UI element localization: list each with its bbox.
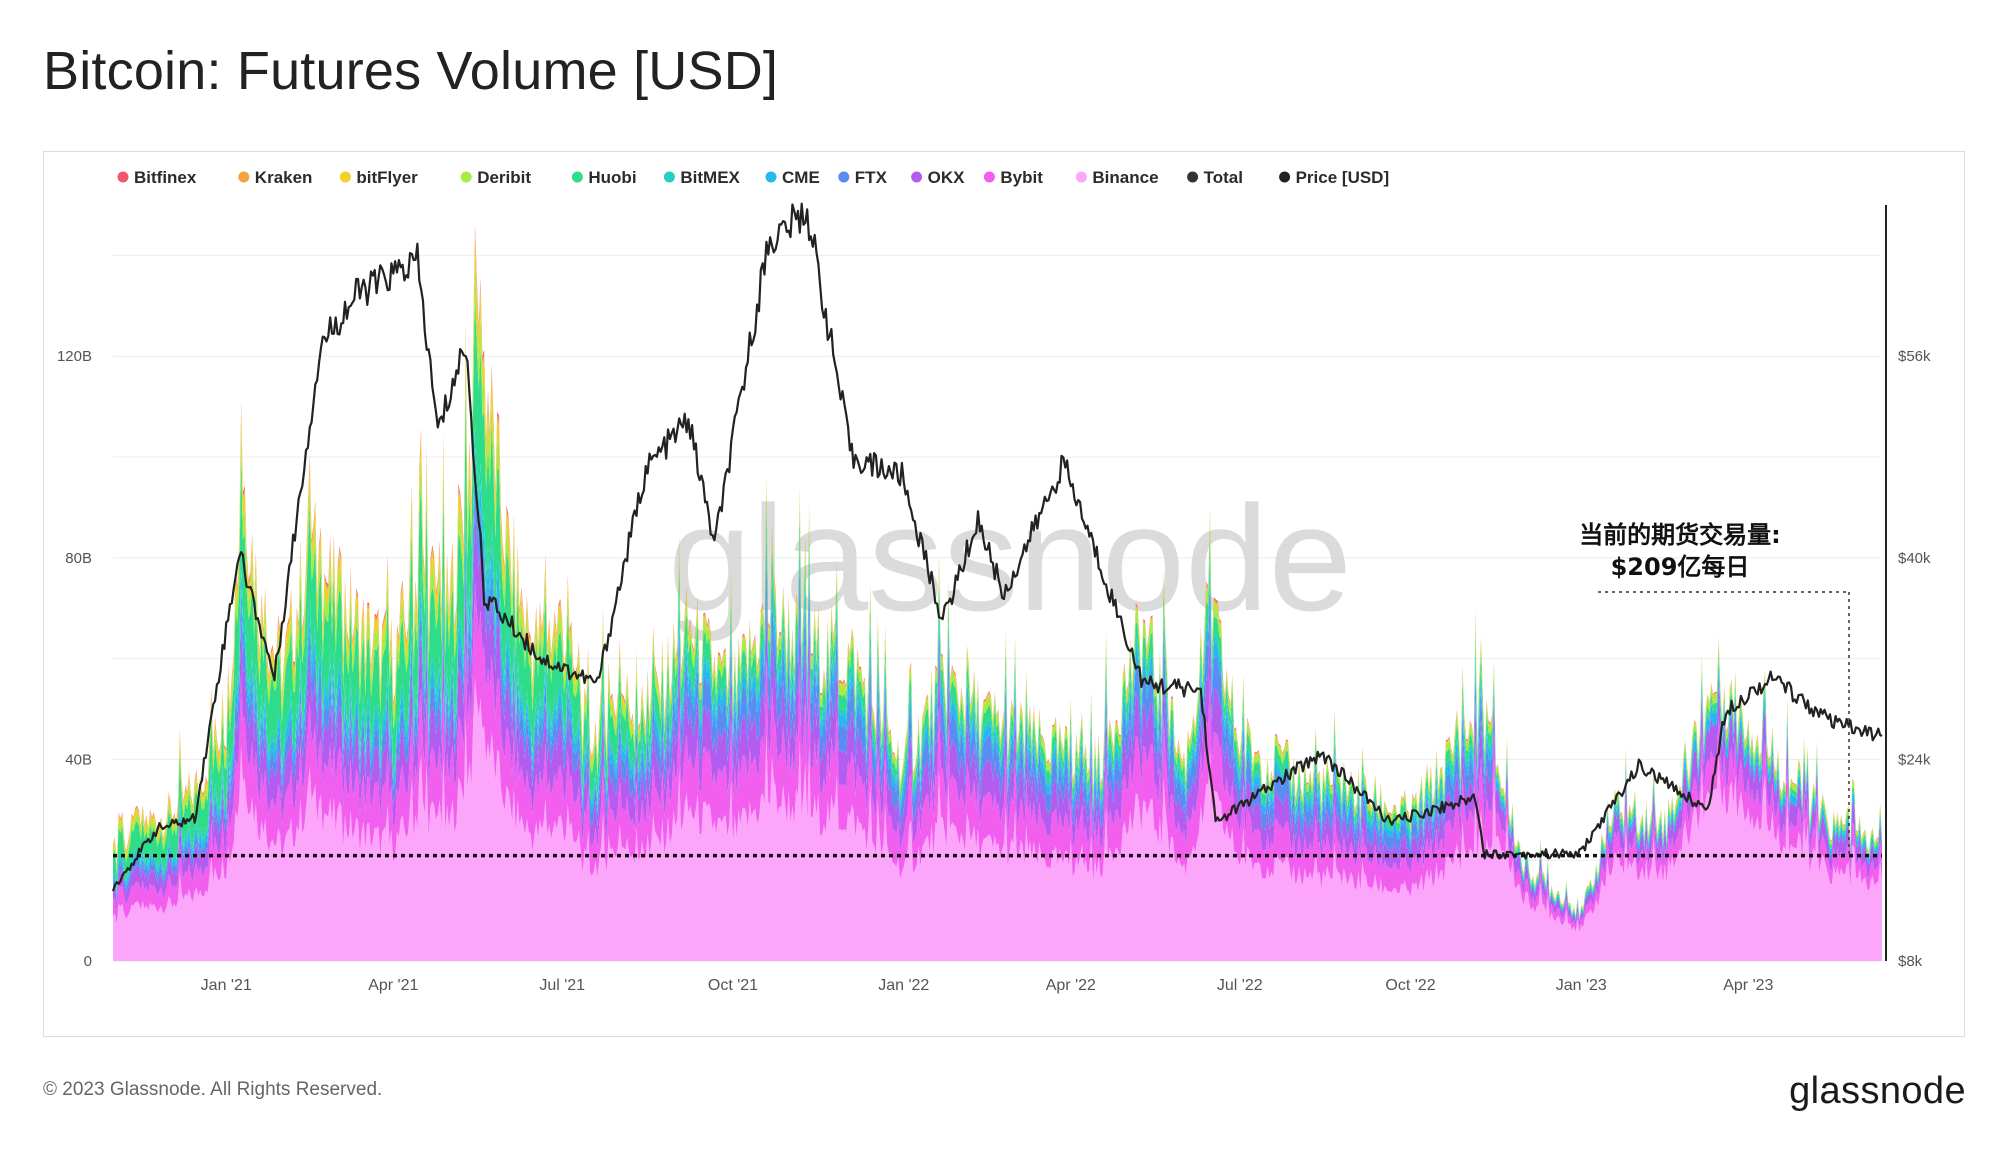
legend-dot <box>1279 171 1291 183</box>
legend-label: OKX <box>928 168 966 187</box>
legend-label: Bybit <box>1000 168 1043 187</box>
area-okx <box>113 508 1882 927</box>
legend-item-okx[interactable]: OKX <box>911 168 965 187</box>
legend-item-binance[interactable]: Binance <box>1075 168 1159 187</box>
legend-dot <box>1075 171 1087 183</box>
x-tick-label: Oct '21 <box>708 977 758 994</box>
legend-label: Binance <box>1092 168 1158 187</box>
legend-dot <box>339 171 351 183</box>
y-left-tick-label: 80B <box>65 550 92 567</box>
y-left-tick-label: 120B <box>57 348 92 365</box>
legend-item-bybit[interactable]: Bybit <box>983 168 1043 187</box>
legend-dot <box>1187 171 1199 183</box>
legend-label: bitFlyer <box>356 168 418 187</box>
legend-label: CME <box>782 168 820 187</box>
x-tick-label: Jul '22 <box>1217 977 1263 994</box>
glassnode-logo[interactable]: glassnode <box>1789 1070 1966 1112</box>
page-title: Bitcoin: Futures Volume [USD] <box>43 41 779 101</box>
legend-item-ftx[interactable]: FTX <box>838 168 888 187</box>
area-bitmex <box>113 424 1882 920</box>
legend-dot <box>571 171 583 183</box>
area-cme <box>113 446 1882 922</box>
x-tick-label: Oct '22 <box>1385 977 1435 994</box>
legend-item-bitmex[interactable]: BitMEX <box>663 168 741 187</box>
axes: 0 40B 80B 120B $8k $24k $40k $56k Jan '21 Apr '21… <box>57 205 1931 994</box>
x-tick-label: Apr '22 <box>1046 977 1096 994</box>
legend-dot <box>460 171 472 183</box>
x-tick-label: Apr '23 <box>1723 977 1773 994</box>
x-tick-label: Jan '22 <box>878 977 929 994</box>
annotation-line-2: $209亿每日 <box>1611 553 1750 581</box>
y-left-tick-label: 40B <box>65 751 92 768</box>
legend-item-kraken[interactable]: Kraken <box>238 168 312 187</box>
legend-label: BitMEX <box>680 168 740 187</box>
legend-item-huobi[interactable]: Huobi <box>571 168 637 187</box>
y-right-tick-label: $40k <box>1898 550 1931 567</box>
reference-line <box>113 591 1882 858</box>
y-left-tick-label: 0 <box>84 953 92 970</box>
legend: Bitfinex Kraken bitFlyer Deribit Huobi BitMEX… <box>117 168 1389 187</box>
legend-label: Bitfinex <box>134 168 197 187</box>
legend-label: FTX <box>855 168 888 187</box>
legend-item-total[interactable]: Total <box>1187 168 1243 187</box>
price-line <box>111 202 1883 892</box>
legend-item-bitflyer[interactable]: bitFlyer <box>339 168 418 187</box>
area-binance <box>113 678 1882 961</box>
legend-label: Total <box>1204 168 1243 187</box>
x-tick-label: Jan '23 <box>1556 977 1607 994</box>
x-tick-label: Jan '21 <box>201 977 252 994</box>
legend-label: Price [USD] <box>1296 168 1390 187</box>
x-tick-label: Jul '21 <box>539 977 585 994</box>
annotation: 当前的期货交易量: $209亿每日 <box>1579 521 1781 581</box>
annotation-line-1: 当前的期货交易量: <box>1579 521 1781 549</box>
area-bybit <box>113 582 1882 933</box>
y-right-tick-label: $8k <box>1898 953 1923 970</box>
copyright-text: © 2023 Glassnode. All Rights Reserved. <box>43 1079 383 1100</box>
price-series <box>111 202 1883 892</box>
legend-dot <box>663 171 675 183</box>
legend-item-cme[interactable]: CME <box>765 168 820 187</box>
y-right-tick-label: $24k <box>1898 751 1931 768</box>
x-tick-label: Apr '21 <box>368 977 418 994</box>
legend-dot <box>983 171 995 183</box>
legend-item-deribit[interactable]: Deribit <box>460 168 532 187</box>
legend-item-bitfinex[interactable]: Bitfinex <box>117 168 197 187</box>
legend-item-price-usd[interactable]: Price [USD] <box>1279 168 1389 187</box>
legend-label: Huobi <box>588 168 636 187</box>
legend-dot <box>838 171 850 183</box>
legend-label: Deribit <box>477 168 531 187</box>
y-right-tick-label: $56k <box>1898 348 1931 365</box>
legend-dot <box>117 171 129 183</box>
legend-dot <box>765 171 777 183</box>
legend-dot <box>911 171 923 183</box>
legend-dot <box>238 171 250 183</box>
legend-label: Kraken <box>255 168 313 187</box>
